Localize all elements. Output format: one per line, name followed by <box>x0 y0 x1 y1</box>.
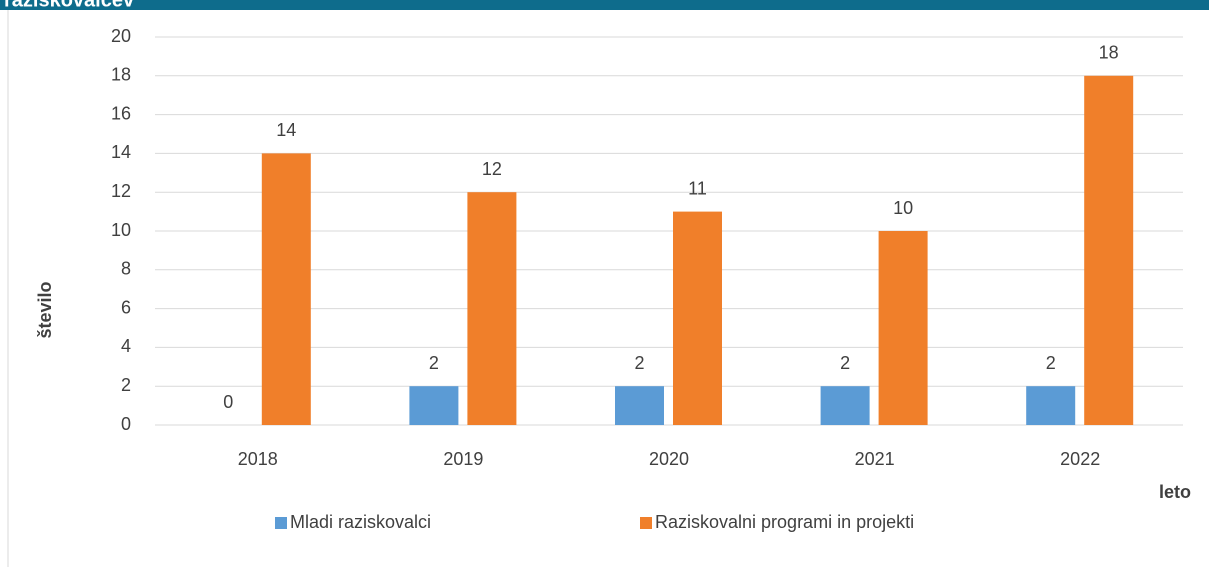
bar <box>1084 75 1134 426</box>
header-band <box>0 0 1209 10</box>
x-tick-label: 2019 <box>443 449 483 469</box>
y-tick-label: 8 <box>121 259 131 279</box>
x-axis-label: leto <box>1159 482 1191 502</box>
y-tick-label: 0 <box>121 414 131 434</box>
x-tick-label: 2022 <box>1060 449 1100 469</box>
bar <box>673 211 722 425</box>
bar <box>409 386 459 425</box>
data-label: 2 <box>1046 353 1056 373</box>
x-tick-label: 2021 <box>855 449 895 469</box>
data-label: 10 <box>893 198 913 218</box>
y-tick-label: 12 <box>111 181 131 201</box>
data-label: 2 <box>634 353 644 373</box>
legend-label: Raziskovalni programi in projekti <box>655 512 914 532</box>
data-label: 11 <box>688 178 707 198</box>
y-tick-label: 20 <box>111 26 131 46</box>
y-tick-label: 14 <box>111 142 131 162</box>
y-tick-label: 18 <box>111 65 131 85</box>
x-tick-label: 2018 <box>238 449 278 469</box>
data-label: 2 <box>840 353 850 373</box>
data-label: 18 <box>1099 43 1119 63</box>
legend-swatch <box>640 517 652 529</box>
bar <box>1026 386 1076 425</box>
legend-swatch <box>275 517 287 529</box>
y-tick-label: 4 <box>121 336 131 356</box>
y-tick-label: 16 <box>111 103 131 123</box>
bar <box>467 192 517 425</box>
data-label: 0 <box>223 392 233 412</box>
y-tick-label: 2 <box>121 375 131 395</box>
y-tick-label: 10 <box>111 220 131 240</box>
legend-label: Mladi raziskovalci <box>290 512 431 532</box>
data-label: 12 <box>482 159 502 179</box>
data-label: 2 <box>429 353 439 373</box>
data-label: 14 <box>276 120 296 140</box>
y-axis-label: število <box>35 281 55 338</box>
y-tick-label: 6 <box>121 297 131 317</box>
bar <box>261 153 311 425</box>
bar <box>615 386 664 425</box>
bar <box>878 231 928 425</box>
bar <box>820 386 870 425</box>
header-title: raziskovalcev <box>4 0 135 11</box>
x-tick-label: 2020 <box>649 449 689 469</box>
